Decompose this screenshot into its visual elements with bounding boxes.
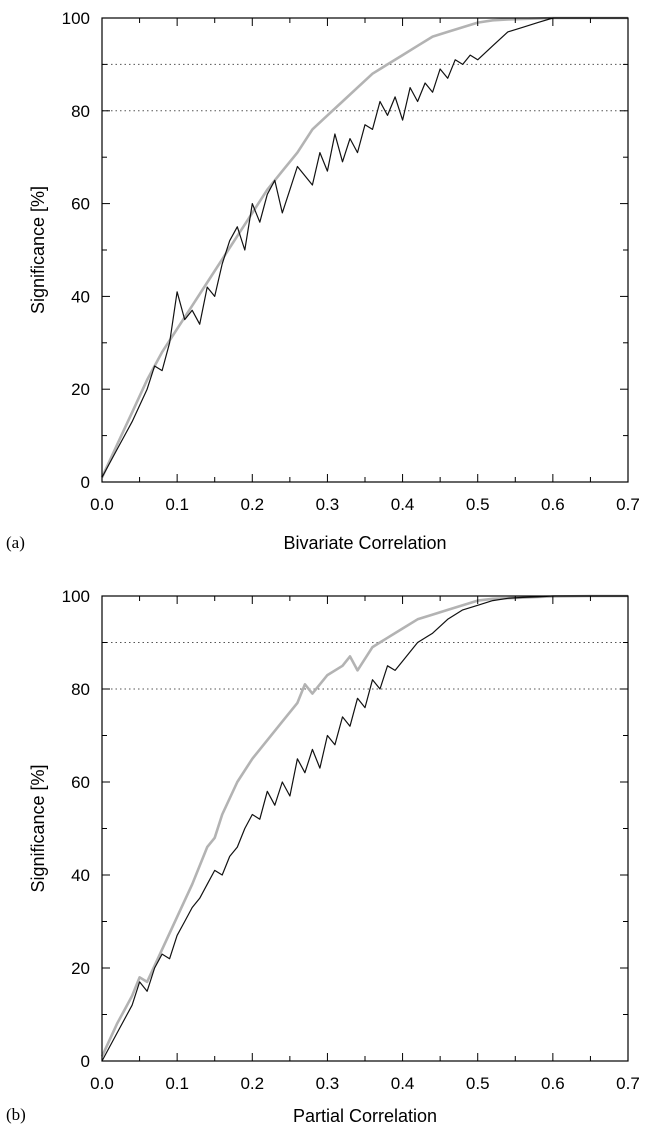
y-tick-label: 20 bbox=[71, 959, 90, 978]
x-tick-label: 0.4 bbox=[391, 495, 415, 514]
y-axis-title: Significance [%] bbox=[28, 186, 48, 314]
x-tick-label: 0.5 bbox=[466, 495, 490, 514]
plot-frame bbox=[101, 595, 629, 1062]
series-black-line bbox=[101, 595, 628, 1062]
series-gray-line bbox=[100, 16, 628, 478]
x-tick-label: 0.4 bbox=[391, 1074, 415, 1093]
x-tick-label: 0.1 bbox=[165, 1074, 189, 1093]
x-tick-label: 0.3 bbox=[316, 495, 340, 514]
y-tick-label: 100 bbox=[62, 9, 90, 28]
y-tick-label: 0 bbox=[81, 1052, 90, 1071]
chart-a-svg: 0.0 0.1 0.2 0.3 0.4 0.5 0.6 0.7 0 20 40 60 80 100 Biva… bbox=[6, 9, 640, 553]
x-tick-label: 0.7 bbox=[616, 1074, 640, 1093]
y-tick-label: 60 bbox=[71, 773, 90, 792]
y-tick-label: 0 bbox=[81, 473, 90, 492]
x-tick-label: 0.1 bbox=[165, 495, 189, 514]
chart-b-svg: 0.0 0.1 0.2 0.3 0.4 0.5 0.6 0.7 0 20 40 60 80 100 Part… bbox=[6, 587, 640, 1126]
y-axis-title: Significance [%] bbox=[28, 764, 48, 892]
x-tick-label: 0.0 bbox=[90, 1074, 114, 1093]
panel-label: (a) bbox=[6, 533, 25, 552]
y-tick-label: 80 bbox=[71, 680, 90, 699]
chart-panel-a: 0.0 0.1 0.2 0.3 0.4 0.5 0.6 0.7 0 20 40 60 80 100 Biva… bbox=[6, 9, 640, 553]
series-gray-line bbox=[100, 594, 628, 1057]
x-tick-label: 0.0 bbox=[90, 495, 114, 514]
y-tick-label: 40 bbox=[71, 287, 90, 306]
y-tick-label: 20 bbox=[71, 380, 90, 399]
x-axis-title: Partial Correlation bbox=[293, 1106, 437, 1126]
chart-panel-b: 0.0 0.1 0.2 0.3 0.4 0.5 0.6 0.7 0 20 40 60 80 100 Part… bbox=[0, 575, 650, 1128]
x-tick-label: 0.6 bbox=[541, 495, 565, 514]
x-tick-label: 0.5 bbox=[466, 1074, 490, 1093]
x-axis-title: Bivariate Correlation bbox=[283, 533, 446, 553]
series-black-line bbox=[101, 17, 628, 478]
y-tick-label: 100 bbox=[62, 587, 90, 606]
x-tick-label: 0.2 bbox=[240, 1074, 264, 1093]
x-tick-label: 0.6 bbox=[541, 1074, 565, 1093]
y-tick-label: 60 bbox=[71, 195, 90, 214]
y-tick-label: 80 bbox=[71, 102, 90, 121]
plot-frame bbox=[101, 17, 629, 483]
x-tick-label: 0.2 bbox=[240, 495, 264, 514]
panel-label: (b) bbox=[6, 1105, 26, 1124]
x-tick-label: 0.7 bbox=[616, 495, 640, 514]
y-tick-label: 40 bbox=[71, 866, 90, 885]
x-tick-label: 0.3 bbox=[316, 1074, 340, 1093]
